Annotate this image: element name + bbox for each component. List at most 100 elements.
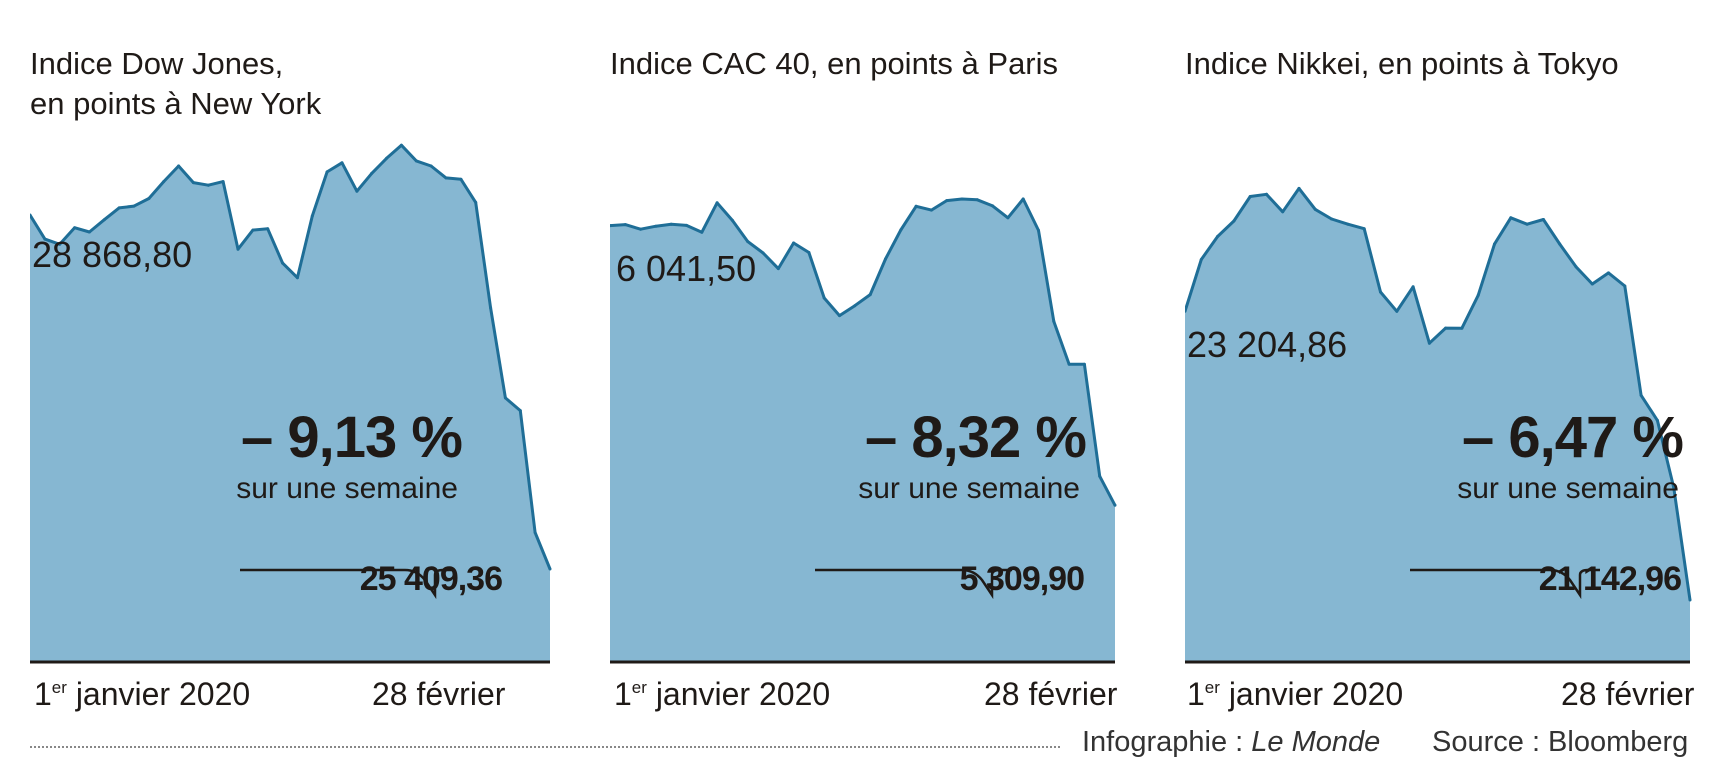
chart-panel-dow-jones: Indice Dow Jones, en points à New York 2… xyxy=(30,0,570,720)
data-point-13 xyxy=(807,251,811,254)
data-point-23 xyxy=(1558,242,1562,246)
data-point-26 xyxy=(414,159,418,163)
x-start-label: 1er janvier 2020 xyxy=(1187,676,1404,712)
data-point-7 xyxy=(1297,186,1301,190)
data-point-9 xyxy=(162,180,166,184)
change-percent: – 6,47 % xyxy=(1462,405,1684,470)
data-point-31 xyxy=(489,306,493,310)
data-point-8 xyxy=(730,218,734,222)
data-point-21 xyxy=(1525,222,1529,226)
data-point-16 xyxy=(1444,326,1448,330)
data-point-24 xyxy=(1574,265,1578,269)
x-start-label: 1er janvier 2020 xyxy=(34,676,251,712)
data-point-12 xyxy=(792,241,796,245)
data-point-25 xyxy=(399,143,403,147)
data-point-26 xyxy=(1607,271,1610,275)
data-point-19 xyxy=(1493,242,1496,246)
week-bracket xyxy=(240,568,455,600)
data-point-19 xyxy=(899,228,903,232)
change-percent: – 8,32 % xyxy=(865,405,1087,470)
source-credit: Source : Bloomberg xyxy=(1432,726,1689,758)
chart-title: Indice Dow Jones, en points à New York xyxy=(30,46,322,121)
data-point-18 xyxy=(1476,293,1480,297)
chart-title: Indice CAC 40, en points à Paris xyxy=(610,46,1059,81)
data-point-11 xyxy=(191,181,195,185)
data-point-18 xyxy=(295,276,299,280)
x-end-label: 28 février xyxy=(372,676,506,712)
data-point-2 xyxy=(639,227,643,231)
change-caption: sur une semaine xyxy=(1457,472,1679,505)
data-point-7 xyxy=(715,201,719,205)
data-point-33 xyxy=(1113,503,1117,507)
data-point-14 xyxy=(236,247,240,251)
data-point-23 xyxy=(370,171,374,175)
start-value-label: 23 204,86 xyxy=(1187,324,1348,365)
data-point-2 xyxy=(1216,235,1220,238)
data-point-31 xyxy=(1082,362,1086,366)
data-point-13 xyxy=(221,180,225,184)
data-point-5 xyxy=(685,223,688,227)
end-value-label: 5 309,90 xyxy=(959,560,1085,598)
data-point-20 xyxy=(914,204,918,208)
data-point-5 xyxy=(1265,192,1268,196)
data-point-0 xyxy=(1185,309,1187,313)
week-bracket xyxy=(815,568,1012,600)
area-fill xyxy=(30,145,550,662)
data-point-20 xyxy=(325,170,329,174)
end-value-label: 21 142,96 xyxy=(1538,560,1682,598)
data-point-23 xyxy=(960,197,964,201)
data-point-22 xyxy=(1541,218,1545,221)
data-point-28 xyxy=(444,176,448,180)
data-point-24 xyxy=(975,198,979,202)
start-value-label: 28 868,80 xyxy=(32,234,193,275)
data-point-2 xyxy=(58,242,62,246)
data-point-12 xyxy=(1379,290,1382,294)
data-point-27 xyxy=(1623,284,1627,288)
data-point-22 xyxy=(945,199,949,203)
change-percent: – 9,13 % xyxy=(241,405,463,470)
data-point-0 xyxy=(30,213,32,217)
data-point-6 xyxy=(1281,210,1285,214)
data-point-9 xyxy=(1330,217,1334,221)
data-point-4 xyxy=(87,230,91,234)
data-point-30 xyxy=(474,200,478,204)
series-line xyxy=(610,197,1117,506)
data-point-1 xyxy=(1199,258,1203,261)
data-point-3 xyxy=(1232,219,1236,223)
data-point-32 xyxy=(503,396,507,400)
data-point-6 xyxy=(700,230,704,234)
data-point-12 xyxy=(206,183,210,187)
data-point-29 xyxy=(1655,418,1659,422)
data-point-29 xyxy=(1052,319,1056,323)
data-point-4 xyxy=(669,222,673,226)
data-point-25 xyxy=(991,204,995,208)
data-point-24 xyxy=(385,156,389,160)
data-point-31 xyxy=(1688,598,1692,602)
data-point-1 xyxy=(43,237,47,241)
data-point-15 xyxy=(251,228,255,232)
data-point-16 xyxy=(266,227,270,231)
data-point-3 xyxy=(654,224,658,228)
data-point-28 xyxy=(1639,393,1643,397)
change-caption: sur une semaine xyxy=(858,472,1080,505)
data-point-1 xyxy=(623,223,627,227)
chart-title: Indice Nikkei, en points à Tokyo xyxy=(1185,46,1619,81)
data-point-29 xyxy=(459,177,463,181)
data-point-11 xyxy=(776,267,780,271)
data-point-14 xyxy=(822,296,826,300)
data-point-5 xyxy=(102,218,106,222)
data-point-33 xyxy=(518,409,522,413)
data-point-26 xyxy=(1006,216,1010,220)
week-bracket xyxy=(1410,568,1600,600)
data-point-7 xyxy=(132,204,136,208)
data-point-15 xyxy=(1427,341,1431,345)
data-point-11 xyxy=(1362,227,1366,231)
data-point-15 xyxy=(838,314,841,318)
data-point-28 xyxy=(1037,228,1040,232)
data-point-8 xyxy=(147,197,151,200)
data-point-10 xyxy=(177,164,181,168)
x-end-label: 28 février xyxy=(984,676,1118,712)
data-point-19 xyxy=(310,214,314,218)
data-point-17 xyxy=(281,261,285,265)
chart-svg-dow-jones xyxy=(30,143,552,664)
